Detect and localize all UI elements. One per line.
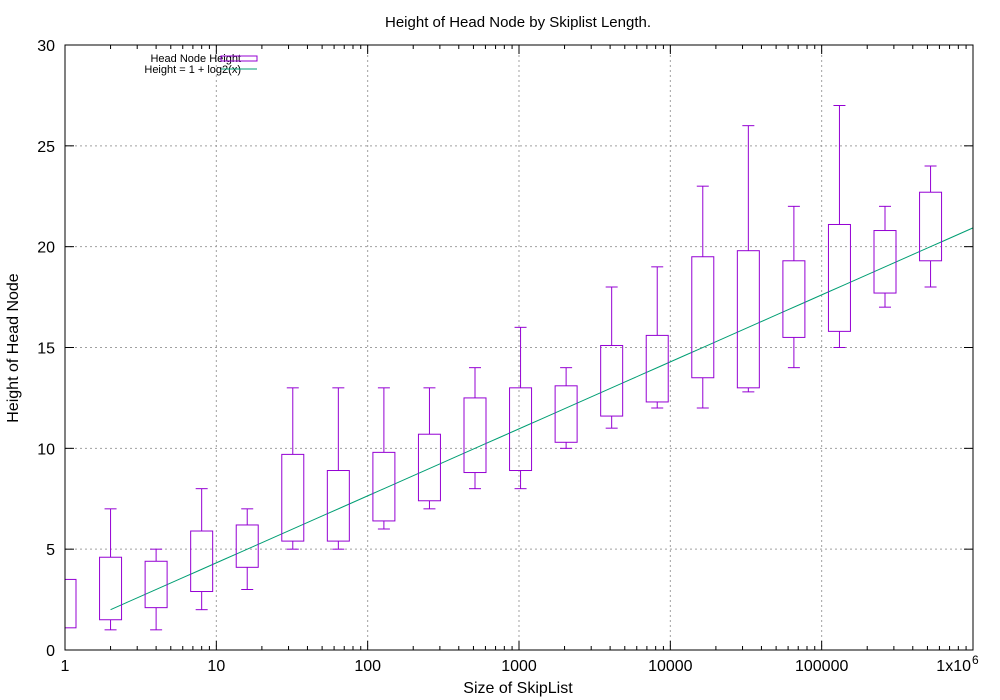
x-tick-label: 10000 — [648, 658, 693, 675]
y-tick-label: 30 — [37, 38, 55, 55]
box-group — [190, 488, 214, 611]
box-group — [144, 548, 168, 631]
box-body — [736, 250, 760, 389]
box-group — [417, 387, 441, 510]
x-tick-label: 100 — [354, 658, 381, 675]
legend-swatch-box — [220, 55, 258, 62]
x-tick-label: 1x10 — [936, 658, 971, 675]
x-tick-label: 10 — [207, 658, 225, 675]
box-body — [64, 578, 77, 629]
box-group — [64, 578, 77, 629]
box-group — [463, 367, 487, 490]
box-body — [554, 385, 578, 443]
box-group — [554, 367, 578, 449]
box-group — [691, 185, 715, 409]
x-tick-label: 1 — [61, 658, 70, 675]
box-group — [99, 508, 123, 631]
legend-label-line: Height = 1 + log2(x) — [144, 64, 241, 76]
chart-title: Height of Head Node by Skiplist Length. — [385, 14, 651, 31]
x-axis-title: Size of SkipList — [463, 680, 573, 697]
box-group — [372, 387, 396, 530]
series-layer — [64, 105, 974, 631]
box-body — [463, 397, 487, 474]
box-group — [827, 105, 851, 348]
box-group — [326, 387, 350, 550]
x-tick-label: 1000 — [501, 658, 537, 675]
box-group — [281, 387, 305, 550]
y-tick-label: 25 — [37, 139, 55, 156]
box-body — [99, 556, 123, 621]
box-body — [417, 433, 441, 502]
box-body — [919, 191, 943, 262]
box-group — [873, 205, 897, 308]
y-tick-label: 15 — [37, 341, 55, 358]
box-body — [190, 530, 214, 593]
y-axis-title: Height of Head Node — [5, 273, 22, 423]
box-body — [509, 387, 533, 472]
box-body — [782, 260, 806, 338]
x-tick-label: 100000 — [795, 658, 848, 675]
box-group — [736, 125, 760, 393]
box-group — [235, 508, 259, 590]
axes-layer: 0 5 10 15 20 25 30 1 10 100 1000 10000 100000 1x10 6 — [37, 38, 979, 675]
box-body — [600, 344, 624, 417]
box-body — [235, 524, 259, 568]
x-tick-label-exponent: 6 — [972, 653, 979, 667]
legend: Head Node Height Height = 1 + log2(x) — [144, 53, 258, 76]
box-group — [782, 205, 806, 369]
box-group — [645, 266, 669, 409]
y-tick-label: 10 — [37, 441, 55, 458]
box-body — [281, 453, 305, 542]
reference-line — [110, 227, 974, 611]
box-group — [919, 165, 943, 288]
box-group — [509, 326, 533, 490]
box-group — [600, 286, 624, 429]
y-tick-label: 20 — [37, 240, 55, 257]
box-body — [691, 256, 715, 379]
box-body — [144, 560, 168, 609]
y-tick-label: 5 — [46, 542, 55, 559]
box-body — [873, 230, 897, 294]
legend-label-box: Head Node Height — [150, 53, 241, 65]
box-body — [372, 451, 396, 522]
grid-layer — [65, 45, 973, 650]
box-body — [827, 223, 851, 332]
box-body — [645, 334, 669, 403]
box-body — [326, 470, 350, 542]
y-tick-label: 0 — [46, 643, 55, 660]
